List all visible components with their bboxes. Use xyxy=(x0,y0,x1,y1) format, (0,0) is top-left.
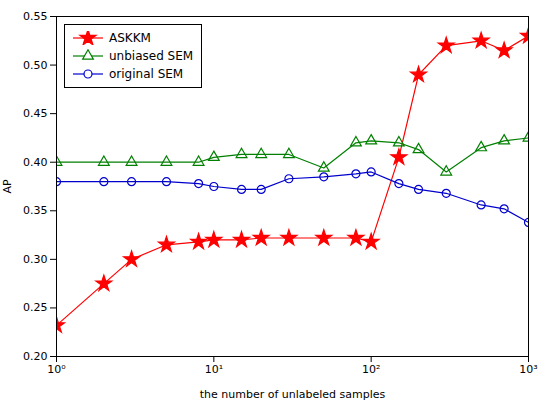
html-text:unbiased SEM: unbiased SEM xyxy=(109,49,194,63)
svg-text:10⁰: 10⁰ xyxy=(47,363,66,376)
svg-text:10²: 10² xyxy=(362,363,380,376)
svg-text:10³: 10³ xyxy=(519,363,537,376)
svg-text:the number of unlabeled sample: the number of unlabeled samples xyxy=(200,388,386,401)
svg-text:0.45: 0.45 xyxy=(23,107,48,120)
html-text:original SEM: original SEM xyxy=(109,67,184,81)
svg-text:10¹: 10¹ xyxy=(205,363,223,376)
html-text:ASKKM: ASKKM xyxy=(109,31,151,45)
svg-text:0.30: 0.30 xyxy=(23,253,48,266)
svg-text:0.40: 0.40 xyxy=(23,156,48,169)
svg-text:0.25: 0.25 xyxy=(23,301,48,314)
svg-text:0.20: 0.20 xyxy=(23,350,48,363)
svg-text:0.50: 0.50 xyxy=(23,59,48,72)
svg-text:0.55: 0.55 xyxy=(23,10,48,23)
svg-text:0.35: 0.35 xyxy=(23,204,48,217)
svg-text:AP: AP xyxy=(1,179,14,194)
